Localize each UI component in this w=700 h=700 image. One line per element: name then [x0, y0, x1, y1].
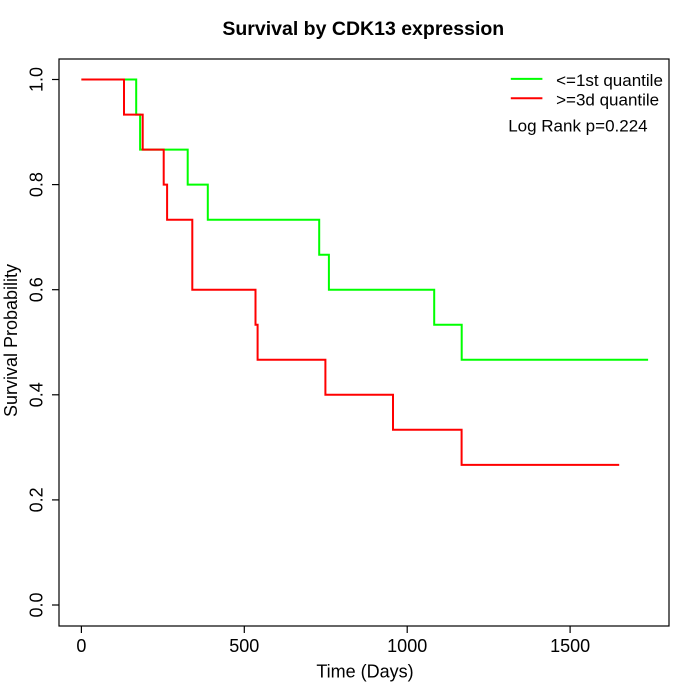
svg-text:0.6: 0.6	[26, 277, 46, 302]
svg-text:Survival Probability: Survival Probability	[1, 264, 21, 417]
svg-text:0: 0	[76, 636, 86, 656]
svg-text:Log Rank p=0.224: Log Rank p=0.224	[508, 116, 647, 135]
svg-text:1500: 1500	[550, 636, 590, 656]
svg-text:1.0: 1.0	[26, 67, 46, 92]
svg-text:1000: 1000	[387, 636, 427, 656]
svg-text:0.8: 0.8	[26, 172, 46, 197]
svg-text:0.2: 0.2	[26, 487, 46, 512]
svg-text:Time (Days): Time (Days)	[316, 662, 413, 682]
svg-text:500: 500	[229, 636, 259, 656]
svg-text:0.4: 0.4	[26, 382, 46, 407]
svg-text:>=3d quantile: >=3d quantile	[556, 90, 659, 109]
svg-text:Survival by CDK13 expression: Survival by CDK13 expression	[222, 18, 504, 40]
svg-text:0.0: 0.0	[26, 592, 46, 617]
svg-text:<=1st quantile: <=1st quantile	[556, 71, 663, 90]
